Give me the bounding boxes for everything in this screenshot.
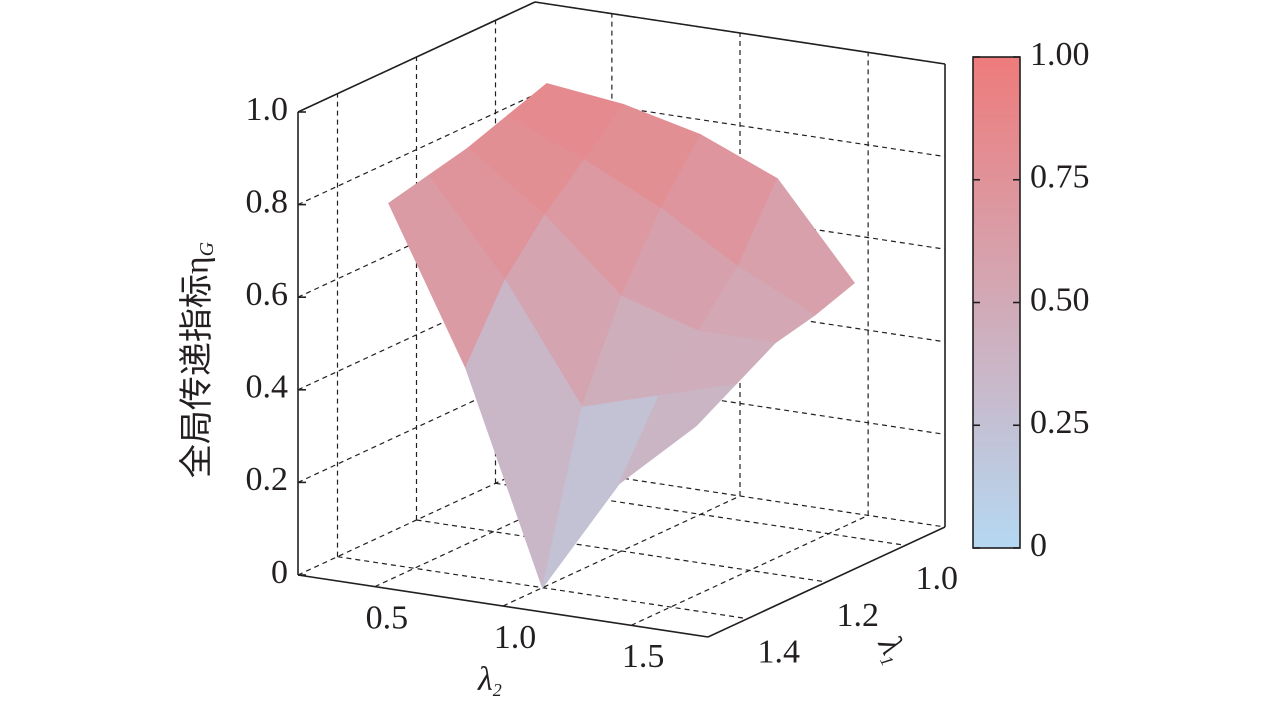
- y-tick-label: 1.4: [758, 633, 801, 670]
- y-tick-label: 1.2: [837, 597, 880, 634]
- grid-line: [495, 482, 906, 546]
- z-tick-label: 0: [271, 554, 288, 591]
- z-label-sub: G: [196, 241, 218, 256]
- x-tick-label: 1.0: [494, 619, 537, 656]
- z-tick-label: 0.4: [246, 369, 289, 406]
- x-label-sub: 2: [493, 680, 502, 700]
- colorbar: [972, 56, 1021, 549]
- box-edge: [297, 574, 709, 638]
- x-label-text: λ: [477, 661, 493, 698]
- colorbar-tick-label: 1.00: [1030, 36, 1090, 73]
- z-tick-label: 0.8: [246, 183, 289, 220]
- box-edge: [297, 1, 536, 113]
- z-tick-label: 0.2: [246, 461, 289, 498]
- colorbar-tick-label: 0.50: [1030, 281, 1090, 318]
- box-edge: [534, 1, 946, 65]
- y-axis-label: λ1: [869, 629, 915, 669]
- colorbar-tick-label: 0.75: [1030, 159, 1090, 196]
- colorbar-tick-label: 0: [1030, 527, 1047, 564]
- x-tick-label: 1.5: [622, 638, 665, 675]
- y-tick-label: 1.0: [916, 560, 959, 597]
- surface: [388, 83, 855, 590]
- colorbar-tick-label: 0.25: [1030, 404, 1090, 441]
- x-axis-label: λ2: [477, 661, 502, 700]
- z-tick-label: 1.0: [246, 91, 289, 128]
- z-axis-label: 全局传递指标ηG: [178, 241, 218, 478]
- z-tick-label: 0.6: [246, 276, 289, 313]
- box-edge: [707, 526, 946, 638]
- z-label-text: 全局传递指标η: [178, 256, 216, 478]
- axes: 0 0.2 0.4 0.6 0.8 1.0 0.5 1.0 1.5 1.0 1.2 1.4 0 0.25 0…: [246, 1, 1090, 675]
- x-tick-label: 0.5: [366, 599, 409, 636]
- grid-line: [416, 519, 827, 583]
- surface-cell: [618, 383, 738, 484]
